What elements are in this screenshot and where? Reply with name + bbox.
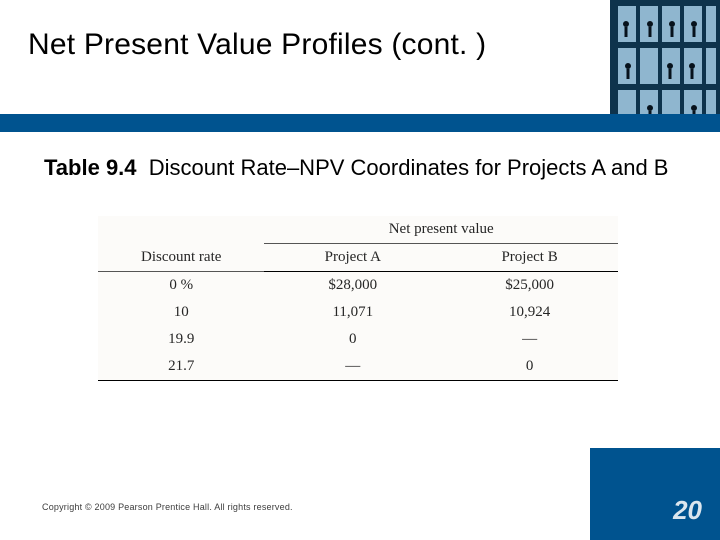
table-row: 19.9 0 — — [98, 326, 618, 353]
table-super-header: Net present value — [264, 216, 618, 244]
col-header-a: Project A — [264, 244, 441, 272]
table-row: 0 % $28,000 $25,000 — [98, 272, 618, 300]
col-header-rate: Discount rate — [98, 244, 264, 272]
decorative-building-graphic — [610, 0, 720, 130]
accent-bar — [0, 114, 720, 132]
table-row: 21.7 — 0 — [98, 353, 618, 381]
table-caption: Table 9.4 Discount Rate–NPV Coordinates … — [44, 154, 672, 182]
page-number-box: 20 — [590, 448, 720, 540]
npv-table: Net present value Discount rate Project … — [98, 216, 618, 381]
table-row: 10 11,071 10,924 — [98, 299, 618, 326]
col-header-b: Project B — [441, 244, 618, 272]
copyright-footer: Copyright © 2009 Pearson Prentice Hall. … — [42, 502, 293, 512]
page-number: 20 — [673, 495, 702, 526]
